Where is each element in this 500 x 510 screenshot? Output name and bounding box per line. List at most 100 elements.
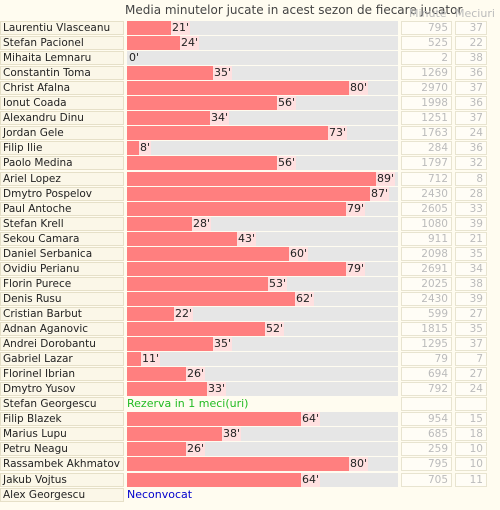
minutes-bar (127, 66, 232, 81)
bar-track: 26' (127, 367, 398, 382)
minutes-bar (127, 291, 314, 306)
table-row: Marius Lupu 38' 685 18 (0, 427, 500, 442)
table-row: Christ Afalna 80' 2970 37 (0, 81, 500, 96)
bar-track: 80' (127, 81, 398, 96)
bar-track: 64' (127, 412, 398, 427)
table-row: Dmytro Pospelov 87' 2430 28 (0, 186, 500, 202)
player-name: Jordan Gele (0, 126, 124, 141)
bar-track: 79' (127, 261, 398, 276)
minutes-cell: 525 (401, 36, 452, 51)
player-name: Constantin Toma (0, 66, 124, 81)
bar-track: Rezerva in 1 meci(uri) (127, 397, 398, 411)
matches-cell: 36 (455, 141, 487, 156)
table-row: Paul Antoche 79' 2605 33 (0, 201, 500, 217)
bar-value-label: 79' (346, 261, 366, 276)
minutes-cell: 2098 (401, 246, 452, 261)
table-row: Denis Rusu 62' 2430 39 (0, 291, 500, 307)
table-row: Stefan Pacionel 24' 525 22 (0, 36, 500, 51)
matches-cell: 36 (455, 96, 487, 111)
minutes-cell: 694 (401, 367, 452, 382)
player-name: Rassambek Akhmatov (0, 457, 124, 472)
minutes-bar (127, 231, 256, 246)
table-row: Filip Blazek 64' 954 15 (0, 412, 500, 427)
bar-value-label: 0' (129, 51, 140, 65)
matches-cell: 39 (455, 291, 487, 306)
minutes-cell: 1295 (401, 337, 452, 352)
player-name: Laurentiu Vlasceanu (0, 21, 124, 35)
minutes-cell: 2 (401, 51, 452, 66)
minutes-bar (127, 261, 365, 276)
minutes-bar (127, 382, 226, 397)
table-row: Ariel Lopez 89' 712 8 (0, 171, 500, 187)
bar-value-label: 11' (141, 352, 161, 367)
minutes-cell: 795 (401, 21, 452, 35)
player-name: Daniel Serbanica (0, 246, 124, 261)
matches-cell: 7 (455, 352, 487, 367)
player-name: Paolo Medina (0, 156, 124, 171)
table-row: Dmytro Yusov 33' 792 24 (0, 382, 500, 397)
matches-cell: 36 (455, 66, 487, 81)
matches-cell: 35 (455, 322, 487, 336)
bar-value-label: 43' (237, 231, 257, 246)
matches-cell: 24 (455, 126, 487, 141)
matches-column-header: Meciuri (455, 7, 495, 20)
table-row: Sekou Camara 43' 911 21 (0, 231, 500, 247)
minutes-column-header: Minute (409, 7, 447, 20)
table-row: Laurentiu Vlasceanu 21' 795 37 (0, 21, 500, 36)
minutes-bar (127, 111, 229, 126)
bar-value-label: 62' (295, 291, 315, 306)
matches-cell: 37 (455, 111, 487, 126)
bar-value-label: 64' (301, 472, 321, 487)
bar-track: 87' (127, 186, 398, 201)
minutes-bar (127, 367, 205, 382)
player-name: Dmytro Yusov (0, 382, 124, 397)
player-name: Jakub Vojtus (0, 472, 124, 487)
matches-cell: 37 (455, 21, 487, 35)
matches-cell: 33 (455, 201, 487, 216)
bar-track: 38' (127, 427, 398, 442)
minutes-cell: 259 (401, 442, 452, 457)
bar-value-label: 38' (222, 427, 242, 442)
minutes-cell: 284 (401, 141, 452, 156)
bar-track: 11' (127, 352, 398, 367)
table-row: Stefan Krell 28' 1080 39 (0, 216, 500, 232)
matches-cell: 27 (455, 306, 487, 321)
bar-value-label: 87' (370, 186, 390, 201)
minutes-bar (127, 126, 347, 141)
bar-track: 24' (127, 36, 398, 51)
minutes-bar (127, 412, 320, 427)
matches-cell: 39 (455, 216, 487, 231)
player-name: Ovidiu Perianu (0, 261, 124, 276)
bar-value-label: 24' (180, 36, 200, 51)
minutes-bar (127, 427, 241, 442)
minutes-cell (401, 397, 452, 412)
bar-value-label: 34' (210, 111, 230, 126)
table-row: Jordan Gele 73' 1763 24 (0, 126, 500, 141)
minutes-bar (127, 472, 320, 487)
bar-track: 64' (127, 472, 398, 487)
bar-value-label: 26' (186, 442, 206, 457)
bar-value-label: 35' (213, 337, 233, 352)
bar-value-label: 33' (207, 382, 227, 397)
matches-cell: 18 (455, 427, 487, 442)
minutes-cell: 792 (401, 382, 452, 397)
table-row: Andrei Dorobantu 35' 1295 37 (0, 337, 500, 352)
bar-track: 89' (127, 171, 398, 186)
player-name: Sekou Camara (0, 231, 124, 246)
status-note: Rezerva in 1 meci(uri) (127, 397, 249, 411)
minutes-bar (127, 81, 368, 96)
minutes-bar (127, 337, 232, 352)
bar-track: 43' (127, 231, 398, 246)
player-name: Marius Lupu (0, 427, 124, 442)
bar-track: Neconvocat (127, 488, 398, 502)
player-name: Dmytro Pospelov (0, 186, 124, 201)
minutes-cell: 1998 (401, 96, 452, 111)
player-name: Mihaita Lemnaru (0, 51, 124, 66)
bar-value-label: 35' (213, 66, 233, 81)
bar-track: 56' (127, 96, 398, 111)
table-row: Rassambek Akhmatov 80' 795 10 (0, 457, 500, 472)
bar-value-label: 80' (349, 81, 369, 96)
minutes-bar (127, 96, 296, 111)
bar-value-label: 52' (265, 322, 285, 336)
